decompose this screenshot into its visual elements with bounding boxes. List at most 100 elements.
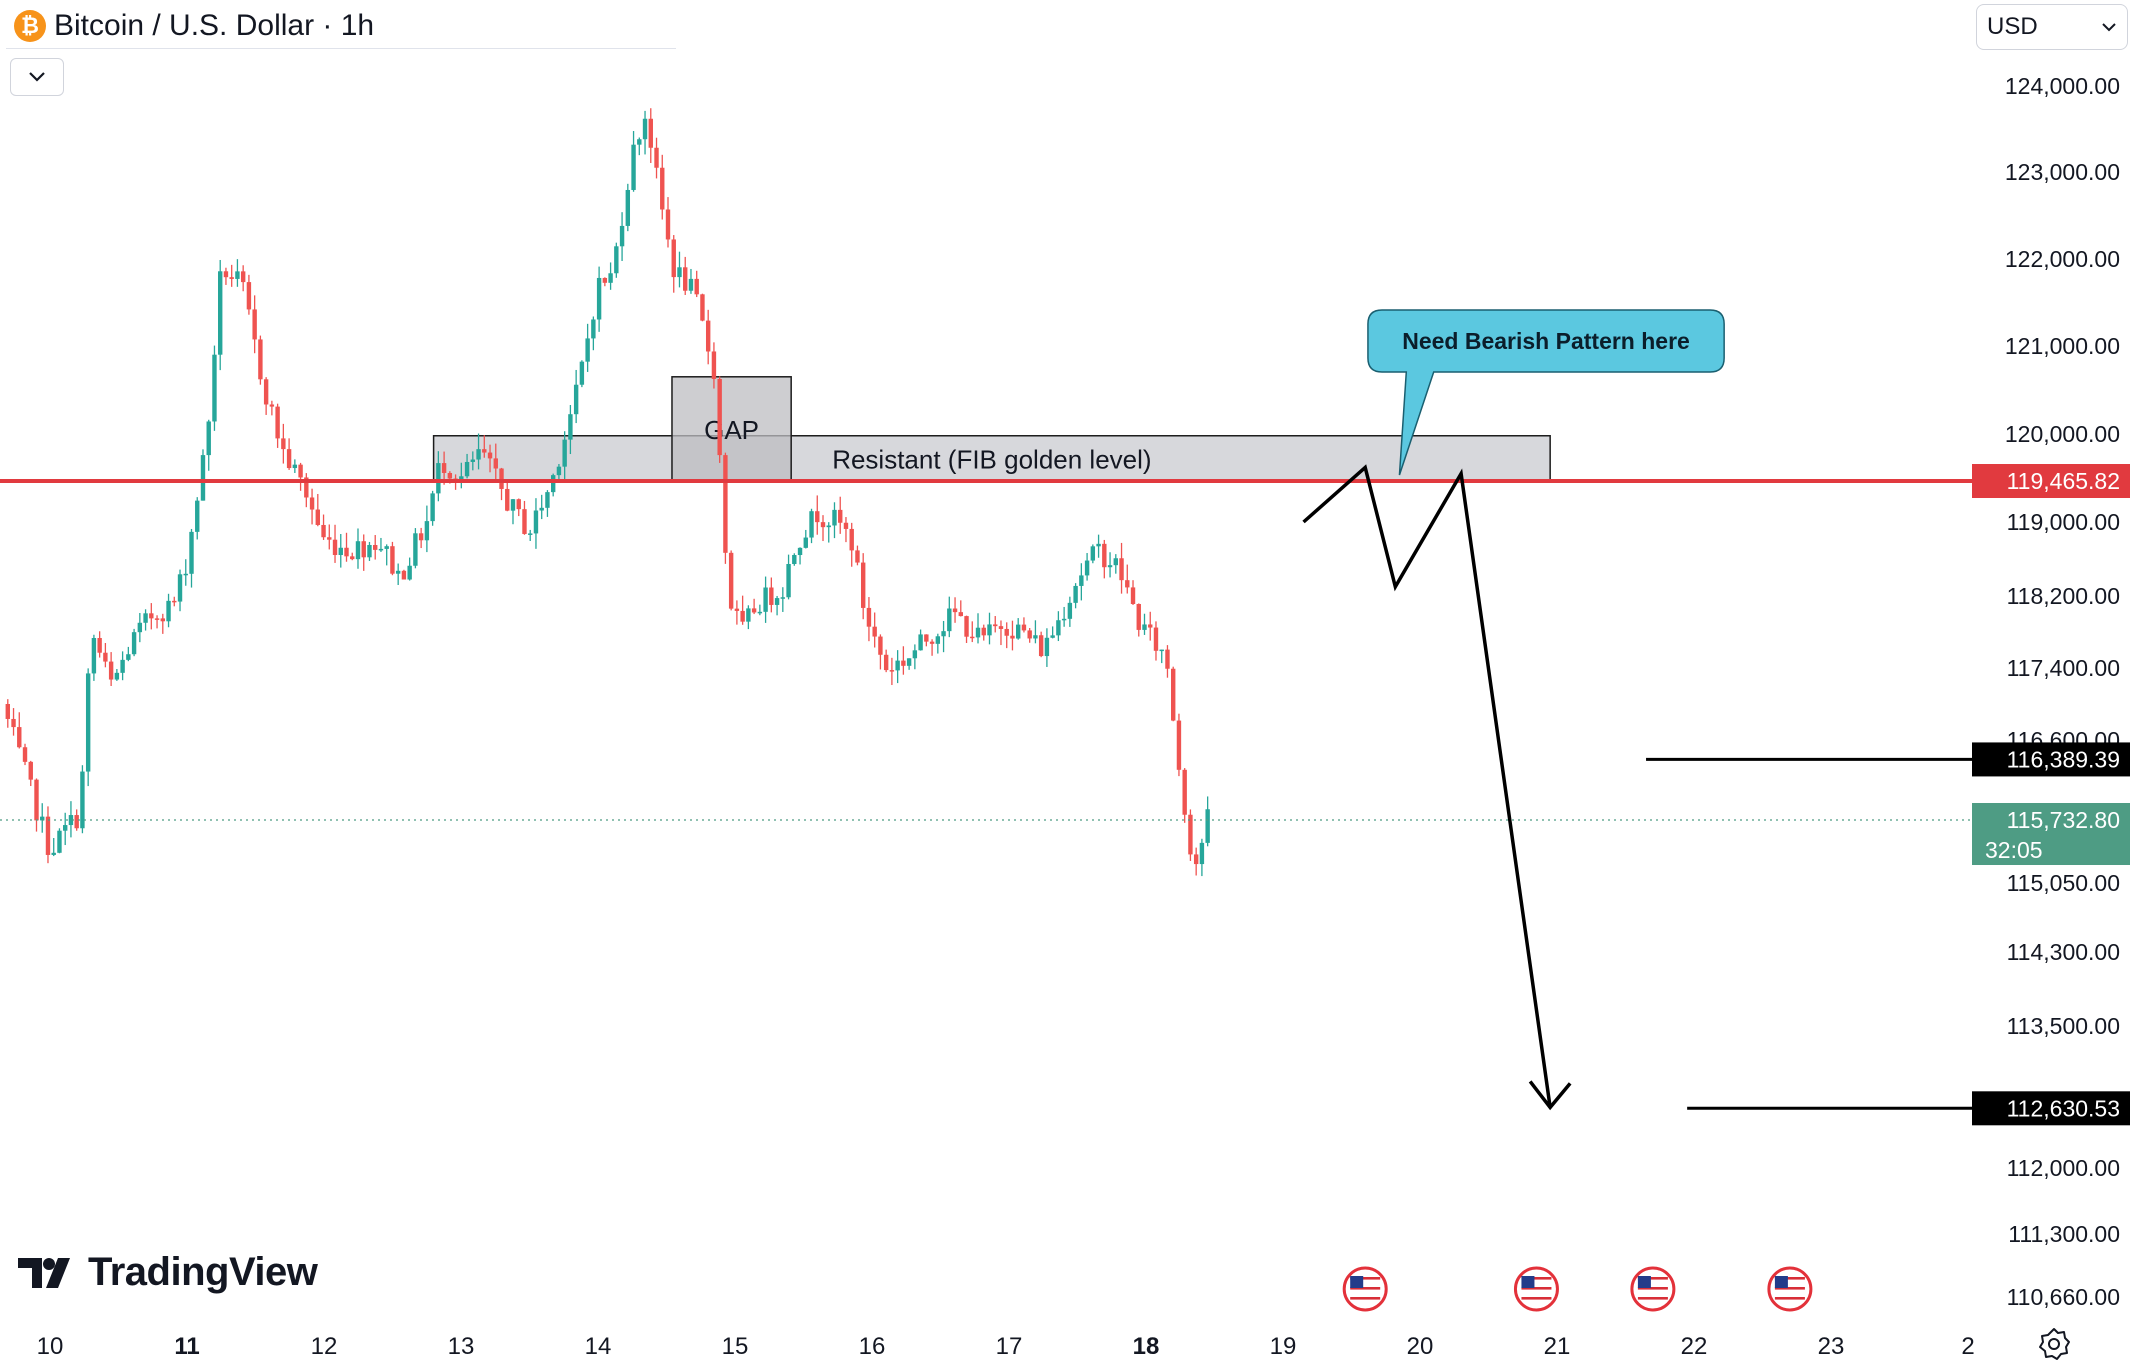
candle-body: [1107, 565, 1113, 568]
time-tick-label: 2: [1961, 1333, 1974, 1360]
candle-body: [327, 537, 332, 540]
candle-body: [183, 573, 188, 576]
projection-path: [1302, 464, 1552, 1108]
price-tick-label: 114,300.00: [2007, 939, 2120, 965]
time-tick-label: 15: [722, 1333, 749, 1360]
candle-body: [137, 622, 143, 633]
candle-body: [160, 618, 165, 622]
candle-body: [608, 273, 613, 283]
candle-body: [373, 544, 378, 550]
event-flag-stripe: [1521, 1297, 1552, 1300]
us-event-flag-icon[interactable]: [1630, 1266, 1676, 1312]
candle-body: [637, 139, 642, 145]
candle-body: [114, 672, 120, 680]
candle-body: [619, 225, 625, 247]
candle-body: [591, 319, 596, 339]
event-flag-stripe: [1521, 1282, 1552, 1285]
candle-body: [826, 525, 831, 528]
candle-body: [872, 626, 877, 637]
collapse-legend-button[interactable]: [10, 58, 64, 96]
time-tick-label: 18: [1133, 1333, 1160, 1360]
candle-body: [550, 475, 556, 493]
time-tick-label: 20: [1407, 1333, 1434, 1360]
candle-body: [912, 650, 918, 659]
time-tick-label: 10: [37, 1333, 64, 1360]
candle-body: [200, 455, 206, 501]
candle-body: [906, 658, 912, 666]
price-tick-label: 121,000.00: [2005, 333, 2120, 359]
candle-body: [1084, 560, 1090, 576]
price-tick-label: 113,500.00: [2007, 1013, 2120, 1039]
candle-body: [1159, 649, 1164, 652]
candle-body: [1033, 635, 1038, 639]
tradingview-wordmark: TradingView: [88, 1250, 318, 1294]
candle-body: [97, 638, 102, 653]
candlestick-series: [5, 108, 1210, 877]
candle-body: [935, 636, 941, 644]
event-flag-stripe: [1774, 1277, 1805, 1280]
candle-body: [57, 830, 62, 853]
us-event-flag-icon[interactable]: [1513, 1266, 1559, 1312]
candle-body: [407, 565, 412, 580]
candle-body: [413, 533, 418, 566]
candle-body: [131, 632, 137, 655]
currency-select[interactable]: USD: [1976, 4, 2128, 50]
event-flag-stripe: [1774, 1292, 1805, 1295]
tradingview-logo[interactable]: TradingView: [18, 1250, 318, 1295]
candle-body: [321, 524, 326, 538]
candle-body: [769, 587, 774, 605]
candle-body: [298, 464, 303, 478]
symbol-header[interactable]: ₿ Bitcoin / U.S. Dollar · 1h: [6, 4, 676, 49]
candle-body: [459, 476, 464, 480]
candle-body: [430, 493, 435, 522]
candle-body: [1188, 814, 1193, 855]
candle-body: [1119, 558, 1124, 581]
time-axis[interactable]: 10 11 12 13 14 15 16 17 18 19 20 21 22 23 2: [37, 1333, 1975, 1360]
candle-body: [424, 521, 430, 541]
candle-body: [797, 547, 803, 556]
candle-body: [740, 610, 745, 622]
candle-body: [11, 718, 16, 728]
price-axis[interactable]: 124,000.00 123,000.00 122,000.00 121,000.00…: [1972, 73, 2130, 1310]
candle-body: [585, 338, 590, 362]
candle-body: [929, 641, 935, 644]
candle-body: [688, 278, 694, 291]
level-lines: [0, 479, 1972, 1110]
event-flag-stripe: [1637, 1277, 1668, 1280]
candle-body: [751, 608, 757, 613]
candle-body: [568, 414, 573, 440]
candle-body: [579, 361, 585, 385]
candle-body: [195, 500, 200, 532]
candle-body: [757, 611, 763, 614]
candle-body: [108, 661, 114, 680]
candle-body: [1027, 630, 1032, 639]
candle-body: [68, 815, 74, 826]
candle-body: [901, 660, 906, 666]
us-event-flag-icon[interactable]: [1342, 1266, 1388, 1312]
candle-body: [505, 488, 510, 511]
currency-label: USD: [1987, 13, 2038, 40]
target-price-1-tag: [1972, 742, 2130, 777]
candle-body: [40, 816, 45, 821]
candle-body: [734, 608, 740, 611]
candle-body: [1176, 720, 1182, 770]
event-flag-stripe: [1774, 1287, 1805, 1290]
candle-body: [700, 294, 705, 321]
candle-body: [189, 531, 194, 574]
event-flag-canton: [1350, 1276, 1364, 1288]
candle-body: [711, 351, 717, 379]
candle-body: [1061, 618, 1067, 621]
settings-gear-icon[interactable]: [2036, 1326, 2072, 1362]
candle-body: [499, 468, 504, 489]
candle-body: [361, 541, 366, 558]
resistance-label: Resistant (FIB golden level): [832, 444, 1151, 474]
candle-body: [338, 547, 343, 556]
price-tick-label: 111,300.00: [2008, 1221, 2120, 1247]
candle-body: [286, 449, 292, 469]
price-tick-label: 117,400.00: [2007, 655, 2120, 681]
event-flag-stripe: [1637, 1282, 1668, 1285]
economic-events[interactable]: [1342, 1266, 1813, 1312]
us-event-flag-icon[interactable]: [1767, 1266, 1813, 1312]
candle-body: [493, 458, 498, 469]
